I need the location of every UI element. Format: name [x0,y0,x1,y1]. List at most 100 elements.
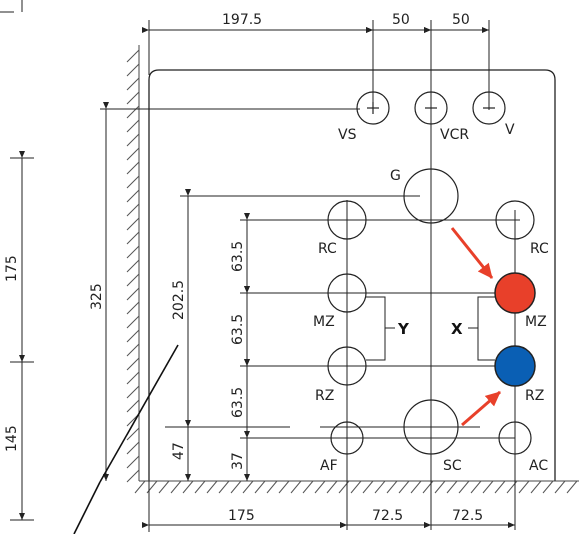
hatch-stroke [126,343,140,357]
hatch-stroke [126,63,140,77]
hatch-stroke [254,480,266,494]
label-g: G [390,168,401,184]
hatch-stroke [126,77,140,91]
label-rc-right: RC [530,241,549,257]
hatch-stroke [126,259,140,273]
hatch-stroke [242,480,254,494]
circle-g [403,168,459,224]
hatch-stroke [434,480,446,494]
dim-top-1975: 197.5 [222,12,262,28]
hatch-stroke [362,480,374,494]
hatch-stroke [230,480,242,494]
dim-top-50-a: 50 [392,12,410,28]
circle-vcr [414,91,448,125]
hatch-stroke [278,480,290,494]
hatch-stroke [126,301,140,315]
hatch-stroke [266,480,278,494]
circle-rc-left [327,200,367,240]
label-vcr: VCR [440,127,469,143]
hatch-stroke [446,480,458,494]
dim-37: 37 [230,452,246,470]
hatch-stroke [194,480,206,494]
hatch-stroke [126,217,140,231]
dim-top-50-b: 50 [452,12,470,28]
label-mz-left: MZ [313,314,335,330]
highlight-circle-mz [494,272,536,314]
circle-sc [403,399,459,455]
hatch-stroke [374,480,386,494]
hatch-stroke [126,385,140,399]
circle-mz-left [327,273,367,313]
hatch-stroke [554,480,566,494]
label-vs: VS [338,127,357,143]
hatch-stroke [182,480,194,494]
panel-outline [148,69,556,481]
hatch-stroke [126,469,140,483]
hatch-stroke [126,245,140,259]
break-lines [73,344,179,534]
dim-bottom-725-b: 72.5 [452,508,483,524]
hatch-stroke [386,480,398,494]
hatch-stroke [134,480,146,494]
hatch-stroke [398,480,410,494]
hatch-stroke [530,480,542,494]
circle-v [472,91,506,125]
circle-rz-left [327,346,367,386]
dim-635-a: 63.5 [230,241,246,272]
bracket-x [468,296,495,361]
circle-af [330,421,364,455]
hatch-stroke [218,480,230,494]
label-rz-left: RZ [315,388,334,404]
hatch-stroke [482,480,494,494]
left-outer-dimension [0,0,34,521]
hatch-stroke [126,399,140,413]
hatch-stroke [126,133,140,147]
red-arrow-bottom [461,390,501,427]
hatch-stroke [126,147,140,161]
hatch-stroke [470,480,482,494]
hatch-stroke [458,480,470,494]
hatch-stroke [170,480,182,494]
dim-47: 47 [171,442,187,460]
dim-635-c: 63.5 [230,387,246,418]
dim-2025: 202.5 [171,280,187,320]
hatch-stroke [126,91,140,105]
hatch-stroke [126,231,140,245]
hatch-stroke [326,480,338,494]
hatch-stroke [126,427,140,441]
hatch-stroke [350,480,362,494]
hatch-stroke [126,441,140,455]
floor-hatch-strokes [134,480,578,494]
wall-hatch-left-strokes [126,49,140,483]
hatch-stroke [206,480,218,494]
dim-bottom-725-a: 72.5 [372,508,403,524]
bottom-dimension-chain [142,481,515,532]
circle-ac [498,421,532,455]
label-ac: AC [529,458,548,474]
hatch-stroke [126,329,140,343]
hatch-stroke [542,480,554,494]
dim-left-175: 175 [4,255,20,282]
hatch-stroke [494,480,506,494]
label-rz-right: RZ [525,388,544,404]
hatch-stroke [126,287,140,301]
hatch-stroke [126,175,140,189]
hatch-stroke [126,105,140,119]
label-mz-right: MZ [525,314,547,330]
red-arrow-top [450,227,494,279]
label-v: V [505,122,515,138]
hatch-stroke [126,161,140,175]
label-af: AF [320,458,338,474]
dim-bottom-175: 175 [228,508,255,524]
hatch-stroke [126,357,140,371]
hatch-stroke [518,480,530,494]
circle-vs [356,91,390,125]
dimension-chain-right [240,213,520,481]
highlight-circle-rz [494,345,536,387]
hatch-stroke [566,480,578,494]
dim-left-145: 145 [4,425,20,452]
hatch-stroke [126,49,140,63]
hatch-stroke [410,480,422,494]
